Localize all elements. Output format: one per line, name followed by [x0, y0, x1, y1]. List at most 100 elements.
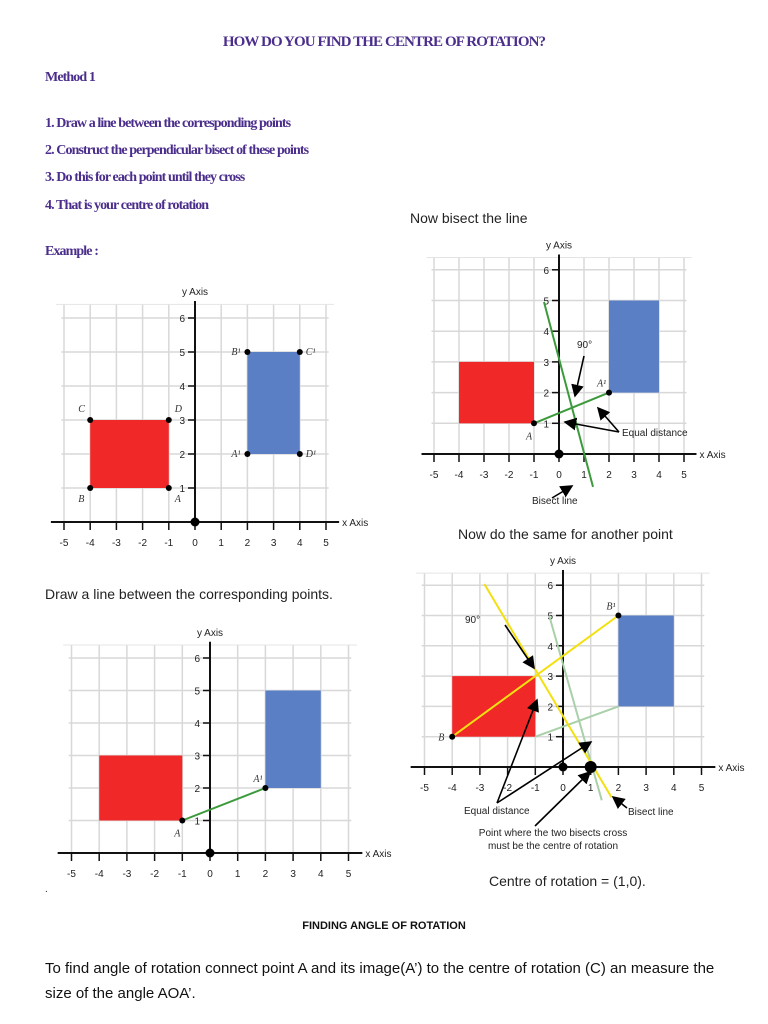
x-tick-label: 0	[192, 538, 198, 549]
point-label: A	[174, 494, 182, 505]
y-tick-label: 1	[547, 733, 553, 744]
x-tick-label: -5	[60, 538, 69, 549]
example-label: Example :	[45, 244, 99, 259]
x-tick-label: -1	[164, 538, 173, 549]
x-tick-label: 2	[263, 869, 269, 880]
y-tick-label: 6	[543, 266, 549, 277]
point-label: A	[525, 431, 533, 442]
point-C¹	[296, 349, 303, 355]
bisect-line-label-1: Bisect line	[532, 496, 578, 507]
annotation-arrow	[504, 624, 535, 670]
object-rectangle	[459, 361, 534, 424]
point-D¹	[296, 451, 303, 457]
x-tick-label: 1	[235, 869, 241, 880]
x-tick-label: 3	[271, 538, 277, 549]
point-label: D¹	[305, 449, 316, 460]
y-tick-label: 6	[179, 314, 185, 325]
equal-distance-label-2: Equal distance	[464, 806, 530, 817]
step-2: 2. Construct the perpendicular bisect of…	[45, 143, 309, 158]
caption-centre: Centre of rotation = (1,0).	[489, 873, 646, 889]
origin-dot	[190, 517, 200, 527]
step-3: 3. Do this for each point until they cro…	[45, 170, 245, 185]
x-tick-label: 0	[556, 470, 562, 481]
annotation-arrow	[496, 741, 593, 804]
point-label: C	[78, 404, 85, 415]
x-tick-label: 5	[699, 783, 705, 794]
centre-of-rotation-dot	[584, 761, 597, 773]
bisect-line-label-2: Bisect line	[628, 807, 674, 818]
y-tick-label: 2	[547, 702, 553, 713]
x-tick-label: 1	[588, 783, 594, 794]
cross-note-line-2: must be the centre of rotation	[487, 841, 619, 852]
annotation-arrow	[611, 796, 628, 809]
image-rectangle	[247, 352, 300, 454]
x-tick-label: -1	[530, 470, 539, 481]
y-tick-label: 5	[543, 297, 549, 308]
y-tick-label: 3	[543, 358, 549, 369]
x-tick-label: -4	[455, 470, 464, 481]
y-tick-label: 3	[547, 672, 553, 683]
y-tick-label: 5	[194, 687, 200, 698]
annotation-arrow	[571, 355, 585, 398]
annotation-arrow	[551, 485, 574, 499]
construction-line	[451, 614, 619, 738]
annotation-arrow	[534, 770, 592, 827]
angle-label-2: 90°	[465, 615, 481, 626]
y-axis-label: y Axis	[197, 628, 223, 639]
y-axis-label: y Axis	[546, 240, 572, 251]
annotation-arrow	[563, 417, 620, 433]
x-axis-label: x Axis	[342, 518, 368, 529]
cross-note: Point where the two bisects cross must b…	[463, 827, 643, 853]
point-label: B	[438, 733, 444, 744]
point-label: D	[174, 404, 183, 415]
y-axis-label: y Axis	[550, 556, 576, 567]
x-tick-label: 4	[656, 470, 662, 481]
x-axis-label: x Axis	[700, 450, 726, 461]
x-tick-label: -1	[178, 869, 187, 880]
object-rectangle	[90, 420, 169, 488]
page-title: HOW DO YOU FIND THE CENTRE OF ROTATION?	[222, 34, 546, 50]
point-A	[165, 485, 172, 491]
point-label: C¹	[306, 347, 316, 358]
x-tick-label: -2	[503, 783, 512, 794]
stray-dot: .	[45, 884, 48, 895]
annotation-arrow	[496, 698, 539, 804]
x-axis-label: x Axis	[365, 849, 391, 860]
x-tick-label: -2	[150, 869, 159, 880]
point-A¹	[262, 785, 269, 791]
y-tick-label: 4	[179, 382, 185, 393]
x-tick-label: 3	[631, 470, 637, 481]
x-tick-label: 5	[346, 869, 352, 880]
x-axis-label: x Axis	[718, 763, 744, 774]
point-label: B	[78, 494, 84, 505]
point-C	[87, 417, 94, 423]
y-tick-label: 4	[543, 327, 549, 338]
origin-dot	[205, 848, 215, 858]
y-tick-label: 3	[194, 752, 200, 763]
x-tick-label: -5	[420, 783, 429, 794]
annotation-arrow	[596, 406, 620, 433]
point-label: B¹	[606, 602, 615, 613]
origin-dot	[558, 762, 568, 772]
x-tick-label: 4	[671, 783, 677, 794]
x-tick-label: 4	[297, 538, 303, 549]
x-tick-label: 2	[245, 538, 251, 549]
y-tick-label: 5	[179, 348, 185, 359]
point-B	[449, 733, 456, 740]
point-A¹	[244, 451, 251, 457]
x-tick-label: -3	[112, 538, 121, 549]
method-heading: Method 1	[45, 70, 96, 85]
y-tick-label: 3	[179, 416, 185, 427]
section-heading: FINDING ANGLE OF ROTATION	[302, 920, 466, 932]
step-4: 4. That is your centre of rotation	[45, 198, 209, 213]
point-label: A¹	[252, 774, 262, 785]
x-tick-label: -2	[138, 538, 147, 549]
x-tick-label: -2	[505, 470, 514, 481]
x-tick-label: 5	[681, 470, 687, 481]
y-axis-label: y Axis	[182, 287, 208, 298]
x-tick-label: 2	[616, 783, 622, 794]
x-tick-label: 5	[323, 538, 329, 549]
x-tick-label: -4	[95, 869, 104, 880]
